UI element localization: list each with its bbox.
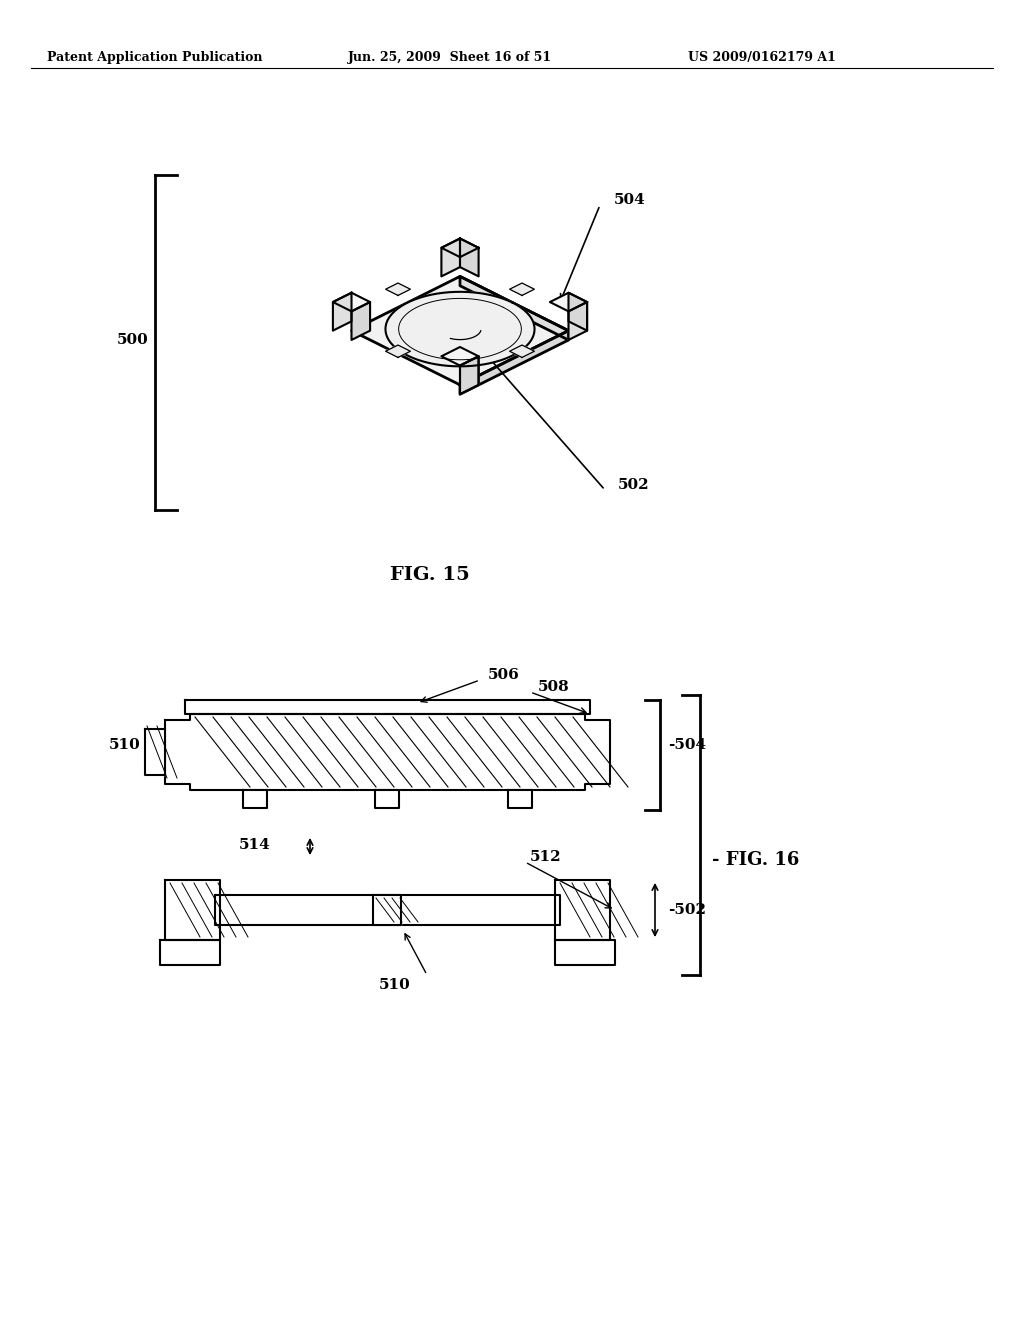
- Polygon shape: [460, 239, 478, 276]
- Polygon shape: [165, 714, 610, 789]
- Polygon shape: [460, 330, 568, 395]
- Text: Patent Application Publication: Patent Application Publication: [47, 50, 263, 63]
- Text: 506: 506: [488, 668, 520, 682]
- Text: 510: 510: [379, 978, 411, 993]
- Polygon shape: [510, 345, 535, 358]
- Polygon shape: [510, 282, 535, 296]
- Text: -504: -504: [668, 738, 707, 752]
- Polygon shape: [145, 729, 165, 775]
- Polygon shape: [351, 302, 370, 341]
- Text: 508: 508: [538, 680, 569, 694]
- Text: - FIG. 16: - FIG. 16: [712, 851, 800, 869]
- Polygon shape: [441, 347, 478, 366]
- Polygon shape: [441, 239, 478, 257]
- Polygon shape: [160, 940, 220, 965]
- Polygon shape: [460, 356, 478, 395]
- Polygon shape: [555, 940, 615, 965]
- Text: 512: 512: [530, 850, 561, 865]
- Polygon shape: [215, 895, 560, 925]
- Text: FIG. 15: FIG. 15: [390, 566, 470, 583]
- Text: -502: -502: [668, 903, 706, 917]
- Polygon shape: [460, 276, 568, 341]
- Polygon shape: [386, 345, 411, 358]
- Text: 510: 510: [109, 738, 140, 752]
- Polygon shape: [555, 880, 610, 940]
- Text: US 2009/0162179 A1: US 2009/0162179 A1: [688, 50, 836, 63]
- Polygon shape: [385, 292, 535, 367]
- Polygon shape: [243, 789, 267, 808]
- Polygon shape: [568, 293, 587, 330]
- Polygon shape: [185, 700, 590, 714]
- Text: Jun. 25, 2009  Sheet 16 of 51: Jun. 25, 2009 Sheet 16 of 51: [348, 50, 552, 63]
- Polygon shape: [373, 895, 401, 925]
- Polygon shape: [333, 293, 370, 312]
- Text: 514: 514: [239, 838, 270, 851]
- Polygon shape: [351, 276, 568, 385]
- Polygon shape: [508, 789, 532, 808]
- Polygon shape: [460, 356, 478, 395]
- Text: 500: 500: [117, 333, 148, 347]
- Polygon shape: [441, 239, 460, 276]
- Polygon shape: [386, 282, 411, 296]
- Polygon shape: [333, 293, 351, 330]
- Polygon shape: [550, 293, 587, 312]
- Polygon shape: [165, 880, 220, 940]
- Polygon shape: [375, 789, 399, 808]
- Text: 502: 502: [618, 478, 649, 492]
- Polygon shape: [568, 302, 587, 341]
- Text: 504: 504: [614, 193, 646, 207]
